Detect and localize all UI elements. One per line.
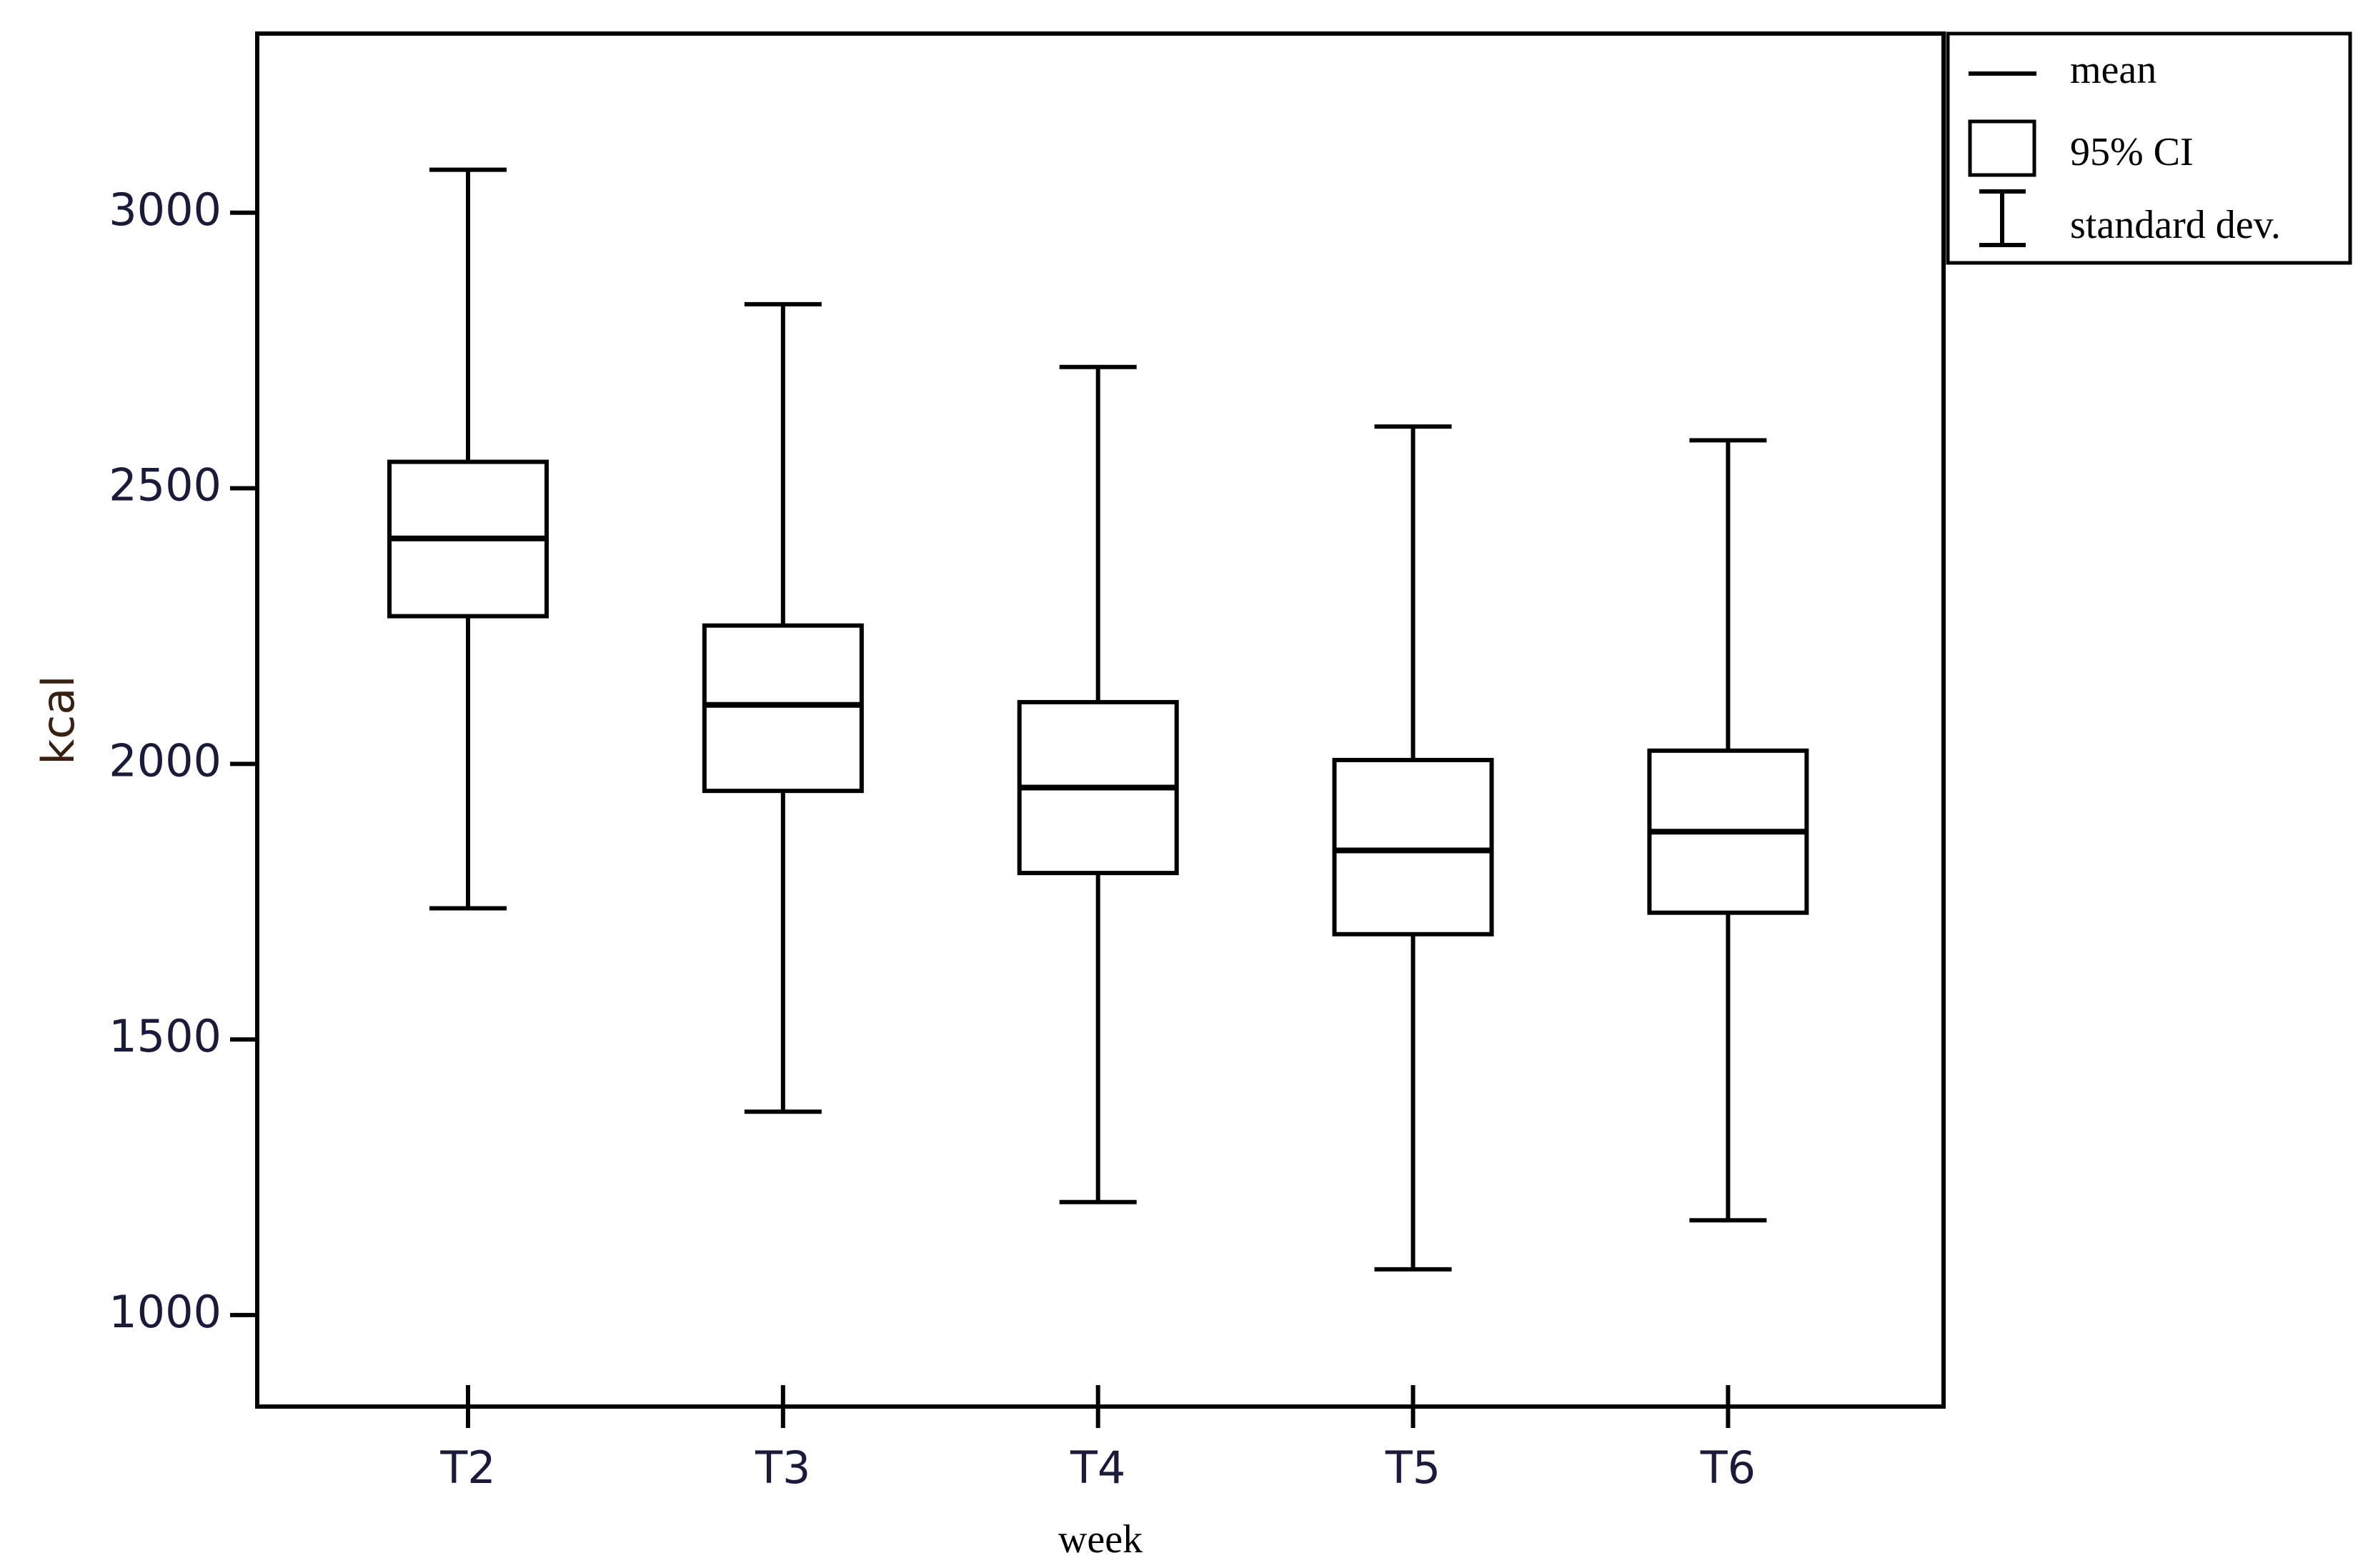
y-tick-label: 3000 bbox=[109, 184, 222, 236]
y-tick-label: 2500 bbox=[109, 459, 222, 511]
y-tick-label: 2000 bbox=[109, 734, 222, 787]
y-axis-label: kcal bbox=[32, 675, 84, 764]
ci-box bbox=[702, 623, 864, 794]
x-tick-label: T3 bbox=[755, 1442, 810, 1494]
x-tick-label: T2 bbox=[439, 1442, 495, 1494]
ci-box bbox=[1332, 757, 1494, 937]
x-tick-label: T4 bbox=[1070, 1442, 1125, 1494]
legend: mean 95% CI standard dev. bbox=[1946, 31, 2352, 265]
legend-label: 95% CI bbox=[2070, 130, 2194, 174]
legend-frame bbox=[1946, 31, 2352, 265]
y-tick-label: 1000 bbox=[109, 1286, 222, 1338]
legend-label: standard dev. bbox=[2070, 203, 2281, 247]
y-tick-label: 1500 bbox=[109, 1010, 222, 1062]
legend-ci-icon bbox=[1968, 119, 2036, 177]
x-axis-label: week bbox=[1058, 1517, 1143, 1562]
x-tick-label: T6 bbox=[1700, 1442, 1756, 1494]
plot-frame bbox=[255, 31, 1946, 1409]
legend-label: mean bbox=[2070, 48, 2156, 92]
x-tick-label: T5 bbox=[1385, 1442, 1441, 1494]
legend-sd-icon bbox=[1979, 189, 2026, 247]
